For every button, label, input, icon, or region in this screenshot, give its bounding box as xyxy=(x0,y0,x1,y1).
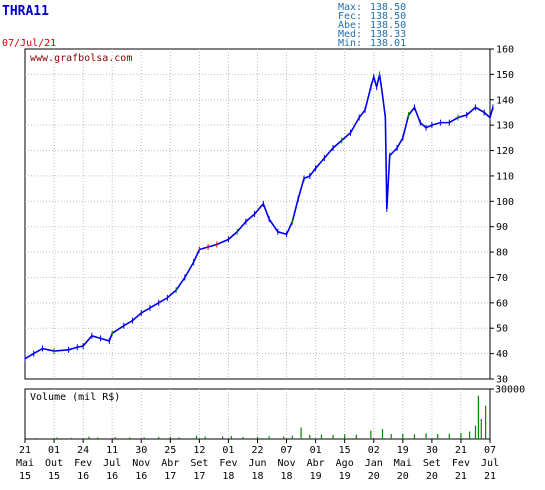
stats-block: Max: 138.50 Fec: 138.50 Abe: 138.50 Med: 138.33… xyxy=(338,2,406,49)
price-y-axis: 30 40 50 60 70 80 90 100 110 120 130 140 150 160 xyxy=(490,45,514,386)
x-tick-month: Fev xyxy=(74,458,92,469)
x-tick-year: 18 xyxy=(222,471,234,482)
y-tick-label: 60 xyxy=(496,298,508,309)
volume-bars xyxy=(36,395,487,439)
x-tick-day: 07 xyxy=(484,445,496,456)
x-tick-month: Nov xyxy=(278,458,296,469)
vol-tick-label: 30000 xyxy=(495,385,525,396)
x-tick-year: 16 xyxy=(135,471,147,482)
y-tick-label: 150 xyxy=(496,70,514,81)
x-tick-month: Jun xyxy=(248,458,266,469)
x-tick-month: Fev xyxy=(219,458,237,469)
x-tick-year: 18 xyxy=(251,471,263,482)
y-tick-label: 30 xyxy=(496,375,508,386)
x-tick-month: Jan xyxy=(365,458,383,469)
x-tick-month: Ago xyxy=(336,458,354,469)
x-tick-year: 19 xyxy=(310,471,322,482)
stat-value: 138.33 xyxy=(370,29,406,40)
x-tick-day: 01 xyxy=(48,445,60,456)
stat-value: 138.50 xyxy=(370,2,406,13)
x-tick-year: 16 xyxy=(106,471,118,482)
x-tick-month: Set xyxy=(423,458,441,469)
stat-label: Med: xyxy=(338,29,362,40)
ticker-title: THRA11 xyxy=(2,4,49,19)
x-tick-year: 19 xyxy=(339,471,351,482)
x-tick-day: 25 xyxy=(164,445,176,456)
x-tick-month: Abr xyxy=(161,458,179,469)
x-tick-year: 17 xyxy=(193,471,205,482)
x-tick-month: Mai xyxy=(394,458,412,469)
y-tick-label: 110 xyxy=(496,171,514,182)
x-tick-year: 18 xyxy=(281,471,293,482)
price-series xyxy=(24,71,494,362)
stat-value: 138.50 xyxy=(370,20,406,31)
y-tick-label: 80 xyxy=(496,248,508,259)
x-tick-month: Mai xyxy=(16,458,34,469)
x-tick-day: 01 xyxy=(310,445,322,456)
x-tick-day: 21 xyxy=(455,445,467,456)
stat-label: Fec: xyxy=(338,11,362,22)
x-tick-year: 20 xyxy=(397,471,409,482)
stat-value: 138.50 xyxy=(370,11,406,22)
x-tick-year: 20 xyxy=(426,471,438,482)
date-x-axis: 21 Mai 15 01 Out 15 24 Fev 16 11 Jul 16 30 Nov 16 25 Abr… xyxy=(16,439,499,482)
x-tick-month: Out xyxy=(45,458,63,469)
y-tick-label: 70 xyxy=(496,273,508,284)
x-tick-month: Fev xyxy=(452,458,470,469)
x-tick-year: 21 xyxy=(484,471,496,482)
y-tick-label: 50 xyxy=(496,324,508,335)
x-tick-day: 02 xyxy=(368,445,380,456)
y-tick-label: 140 xyxy=(496,95,514,106)
x-tick-day: 01 xyxy=(222,445,234,456)
x-tick-year: 16 xyxy=(77,471,89,482)
x-tick-day: 30 xyxy=(426,445,438,456)
x-tick-day: 24 xyxy=(77,445,89,456)
x-tick-month: Jul xyxy=(103,458,121,469)
y-tick-label: 120 xyxy=(496,146,514,157)
y-tick-label: 160 xyxy=(496,45,514,56)
watermark: www.grafbolsa.com xyxy=(30,53,132,64)
y-tick-label: 100 xyxy=(496,197,514,208)
stat-label: Abe: xyxy=(338,20,362,31)
y-tick-label: 90 xyxy=(496,222,508,233)
x-tick-month: Jul xyxy=(481,458,499,469)
x-tick-day: 19 xyxy=(397,445,409,456)
x-tick-month: Nov xyxy=(132,458,150,469)
x-tick-day: 21 xyxy=(19,445,31,456)
x-tick-year: 20 xyxy=(368,471,380,482)
x-tick-month: Set xyxy=(190,458,208,469)
x-tick-day: 07 xyxy=(281,445,293,456)
x-tick-month: Abr xyxy=(307,458,325,469)
volume-label: Volume (mil R$) xyxy=(30,392,120,403)
x-tick-year: 21 xyxy=(455,471,467,482)
y-tick-label: 40 xyxy=(496,349,508,360)
price-gridlines xyxy=(25,49,490,379)
volume-y-axis: 30000 xyxy=(490,385,525,396)
stat-label: Max: xyxy=(338,2,362,13)
stat-label: Min: xyxy=(338,38,362,49)
stat-value: 138.01 xyxy=(370,38,406,49)
x-tick-day: 11 xyxy=(106,445,118,456)
x-tick-day: 30 xyxy=(135,445,147,456)
x-tick-day: 15 xyxy=(339,445,351,456)
x-tick-year: 17 xyxy=(164,471,176,482)
y-tick-label: 130 xyxy=(496,121,514,132)
quote-date: 07/Jul/21 xyxy=(2,38,56,49)
x-tick-year: 15 xyxy=(48,471,60,482)
x-tick-year: 15 xyxy=(19,471,31,482)
x-tick-day: 12 xyxy=(193,445,205,456)
volume-gridlines xyxy=(53,389,462,439)
x-tick-day: 22 xyxy=(251,445,263,456)
